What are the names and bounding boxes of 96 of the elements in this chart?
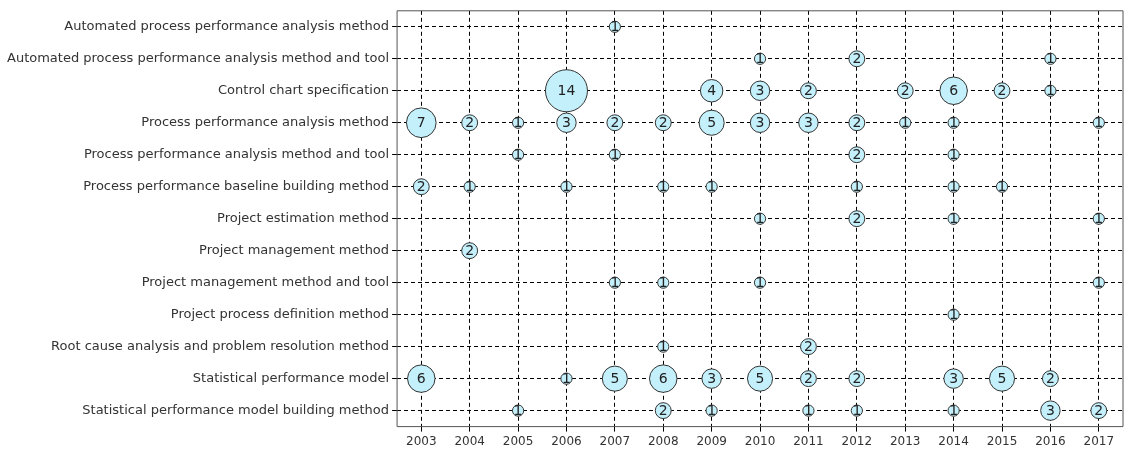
y-tick-label: Project process definition method — [170, 306, 390, 322]
data-label: 3 — [707, 370, 717, 387]
y-tick-label: Project management method — [199, 242, 390, 258]
data-label: 2 — [900, 82, 910, 99]
data-label: 3 — [949, 370, 959, 387]
y-tick-label: Process performance baseline building method — [83, 178, 390, 194]
data-label: 14 — [557, 82, 576, 99]
data-label: 1 — [562, 370, 571, 387]
data-label: 1 — [513, 402, 523, 419]
data-label: 1 — [997, 178, 1007, 195]
x-tick-label: 2014 — [938, 433, 969, 448]
data-label: 2 — [997, 82, 1007, 99]
data-label: 5 — [997, 370, 1007, 387]
x-tick-label: 2006 — [551, 433, 582, 448]
y-tick-label: Project management method and tool — [141, 274, 390, 290]
data-label: 4 — [707, 82, 717, 99]
data-label: 1 — [852, 402, 862, 419]
data-label: 1 — [465, 178, 475, 195]
x-tick-label: 2015 — [986, 433, 1018, 448]
data-label: 2 — [465, 242, 475, 259]
data-label: 2 — [803, 82, 813, 99]
data-label: 1 — [949, 402, 959, 419]
data-label: 1 — [852, 178, 862, 195]
data-label: 3 — [1045, 402, 1055, 419]
data-label: 1 — [707, 402, 717, 419]
data-label: 6 — [949, 82, 959, 99]
data-label: 1 — [949, 114, 959, 131]
data-label: 1 — [610, 18, 620, 35]
data-label: 1 — [513, 146, 523, 163]
data-label: 2 — [1045, 370, 1055, 387]
data-label: 1 — [513, 114, 523, 131]
data-label: 2 — [658, 402, 668, 419]
data-label: 1 — [707, 178, 717, 195]
data-label: 2 — [803, 338, 813, 355]
data-label: 3 — [803, 114, 813, 131]
data-label: 3 — [562, 114, 571, 131]
data-label: 2 — [852, 114, 862, 131]
x-tick-label: 2005 — [502, 433, 534, 448]
data-label: 5 — [707, 114, 717, 131]
y-tick-label: Statistical performance model — [192, 370, 390, 385]
x-tick-label: 2009 — [696, 433, 727, 448]
x-tick-label: 2012 — [841, 433, 873, 448]
data-label: 1 — [1094, 210, 1104, 227]
data-label: 1 — [755, 210, 765, 227]
x-tick-label: 2008 — [647, 433, 679, 448]
x-tick-label: 2016 — [1035, 433, 1066, 448]
x-tick-label: 2004 — [454, 433, 485, 448]
data-label: 3 — [755, 114, 765, 131]
data-label: 2 — [465, 114, 475, 131]
data-label: 2 — [852, 50, 862, 67]
y-tick-label: Root cause analysis and problem resolution method — [51, 338, 390, 354]
x-tick-label: 2007 — [599, 433, 631, 448]
data-label: 1 — [658, 274, 668, 291]
y-tick-label: Automated process performance analysis method and tool — [7, 50, 390, 66]
data-label: 1 — [803, 402, 813, 419]
x-tick-label: 2011 — [793, 433, 824, 448]
data-label: 1 — [658, 178, 668, 195]
data-label: 5 — [755, 370, 765, 387]
data-label: 2 — [852, 370, 862, 387]
data-label: 1 — [949, 178, 959, 195]
data-label: 1 — [1045, 50, 1055, 67]
data-label: 1 — [1045, 82, 1055, 99]
data-label: 2 — [852, 210, 862, 227]
data-label: 1 — [755, 50, 765, 67]
data-label: 1 — [949, 210, 959, 227]
y-tick-label: Automated process performance analysis method — [64, 18, 390, 34]
data-label: 1 — [755, 274, 765, 291]
data-label: 2 — [610, 114, 620, 131]
y-tick-label: Control chart specification — [218, 82, 390, 98]
data-label: 1 — [610, 146, 620, 163]
data-label: 5 — [610, 370, 620, 387]
data-label: 2 — [803, 370, 813, 387]
data-label: 2 — [416, 178, 426, 195]
data-label: 1 — [900, 114, 910, 131]
x-tick-label: 2013 — [889, 433, 921, 448]
data-label: 1 — [658, 338, 668, 355]
data-label: 2 — [852, 146, 862, 163]
data-label: 1 — [949, 146, 959, 163]
data-label: 1 — [610, 274, 620, 291]
data-label: 1 — [1094, 274, 1104, 291]
data-label: 3 — [755, 82, 765, 99]
x-tick-label: 2010 — [744, 433, 776, 448]
data-label: 1 — [562, 178, 571, 195]
data-label: 2 — [658, 114, 668, 131]
x-tick-label: 2017 — [1083, 433, 1115, 448]
data-label: 7 — [416, 114, 426, 131]
data-label: 6 — [658, 370, 668, 387]
data-label: 6 — [416, 370, 426, 387]
y-tick-label: Process performance analysis method — [141, 114, 390, 130]
y-tick-label: Process performance analysis method and tool — [83, 146, 390, 162]
data-label: 2 — [1094, 402, 1104, 419]
data-label: 1 — [949, 306, 959, 323]
x-tick-label: 2003 — [406, 433, 437, 448]
data-label: 1 — [1094, 114, 1104, 131]
y-tick-label: Statistical performance model building method — [82, 401, 390, 417]
y-tick-label: Project estimation method — [217, 210, 390, 226]
